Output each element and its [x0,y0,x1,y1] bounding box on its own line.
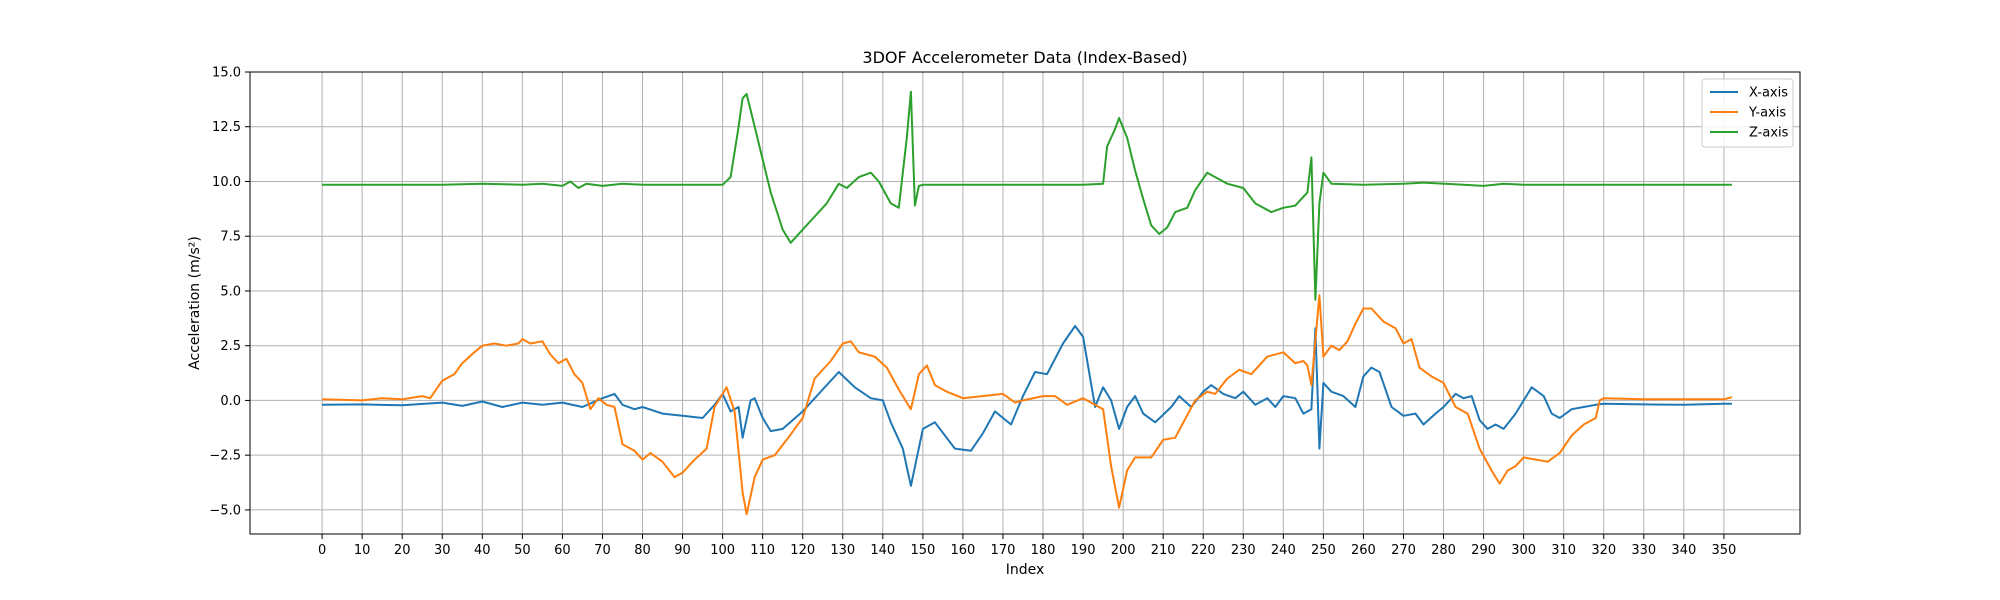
x-tick-label: 60 [554,543,571,558]
x-tick-label: 220 [1191,543,1216,558]
y-tick-label: 7.5 [220,230,241,245]
x-tick-label: 300 [1511,543,1536,558]
series-line-y-axis [322,294,1733,516]
x-tick-label: 100 [710,543,735,558]
x-tick-label: 250 [1311,543,1336,558]
x-tick-label: 160 [951,543,976,558]
y-tick-label: 12.5 [212,120,241,135]
x-tick-label: 310 [1551,543,1576,558]
x-tick-label: 120 [790,543,815,558]
y-tick-label: 5.0 [220,284,241,299]
grid-lines [250,71,1800,534]
x-tick-label: 280 [1431,543,1456,558]
x-tick-label: 0 [318,543,326,558]
x-tick-label: 140 [870,543,895,558]
y-axis-label: Acceleration (m/s²) [187,236,203,370]
x-axis-ticks: 0 10 20 30 40 50 60 70 80 90 100 110 120 130 140 150 160… [318,534,1736,558]
legend-box [1701,78,1794,148]
x-axis-label: Index [1006,562,1045,578]
y-tick-label: 0.0 [220,394,241,409]
chart-title: 3DOF Accelerometer Data (Index-Based) [862,48,1187,67]
x-tick-label: 330 [1631,543,1656,558]
y-tick-label: 10.0 [212,175,241,190]
x-tick-label: 180 [1031,543,1056,558]
x-tick-label: 150 [910,543,935,558]
legend: X-axis Y-axis Z-axis [1701,78,1794,148]
x-tick-label: 260 [1351,543,1376,558]
legend-label: X-axis [1749,86,1788,101]
x-tick-label: 340 [1671,543,1696,558]
legend-label: Z-axis [1749,126,1789,141]
x-tick-label: 40 [474,543,491,558]
x-tick-label: 170 [991,543,1016,558]
y-tick-label: 2.5 [220,339,241,354]
x-tick-label: 290 [1471,543,1496,558]
x-tick-label: 130 [830,543,855,558]
x-tick-label: 20 [394,543,411,558]
y-axis-ticks: −5.0 −2.5 0.0 2.5 5.0 7.5 10.0 12.5 15.0 [209,66,250,518]
x-tick-label: 80 [634,543,651,558]
x-tick-label: 200 [1111,543,1136,558]
series-line-x-axis [322,325,1732,487]
x-tick-label: 30 [434,543,451,558]
x-tick-label: 190 [1071,543,1096,558]
y-tick-label: −5.0 [209,503,241,518]
series-lines [322,90,1733,516]
x-tick-label: 270 [1391,543,1416,558]
x-tick-label: 210 [1151,543,1176,558]
x-tick-label: 70 [594,543,611,558]
x-tick-label: 230 [1231,543,1256,558]
x-tick-label: 10 [354,543,371,558]
legend-label: Y-axis [1748,106,1786,121]
plot-area-frame [249,71,1801,535]
x-tick-label: 110 [750,543,775,558]
y-tick-label: −2.5 [209,449,241,464]
y-tick-label: 15.0 [212,66,241,81]
x-tick-label: 320 [1591,543,1616,558]
x-tick-label: 350 [1711,543,1736,558]
x-tick-label: 90 [674,543,691,558]
x-tick-label: 240 [1271,543,1296,558]
series-line-z-axis [322,90,1732,301]
x-tick-label: 50 [514,543,531,558]
